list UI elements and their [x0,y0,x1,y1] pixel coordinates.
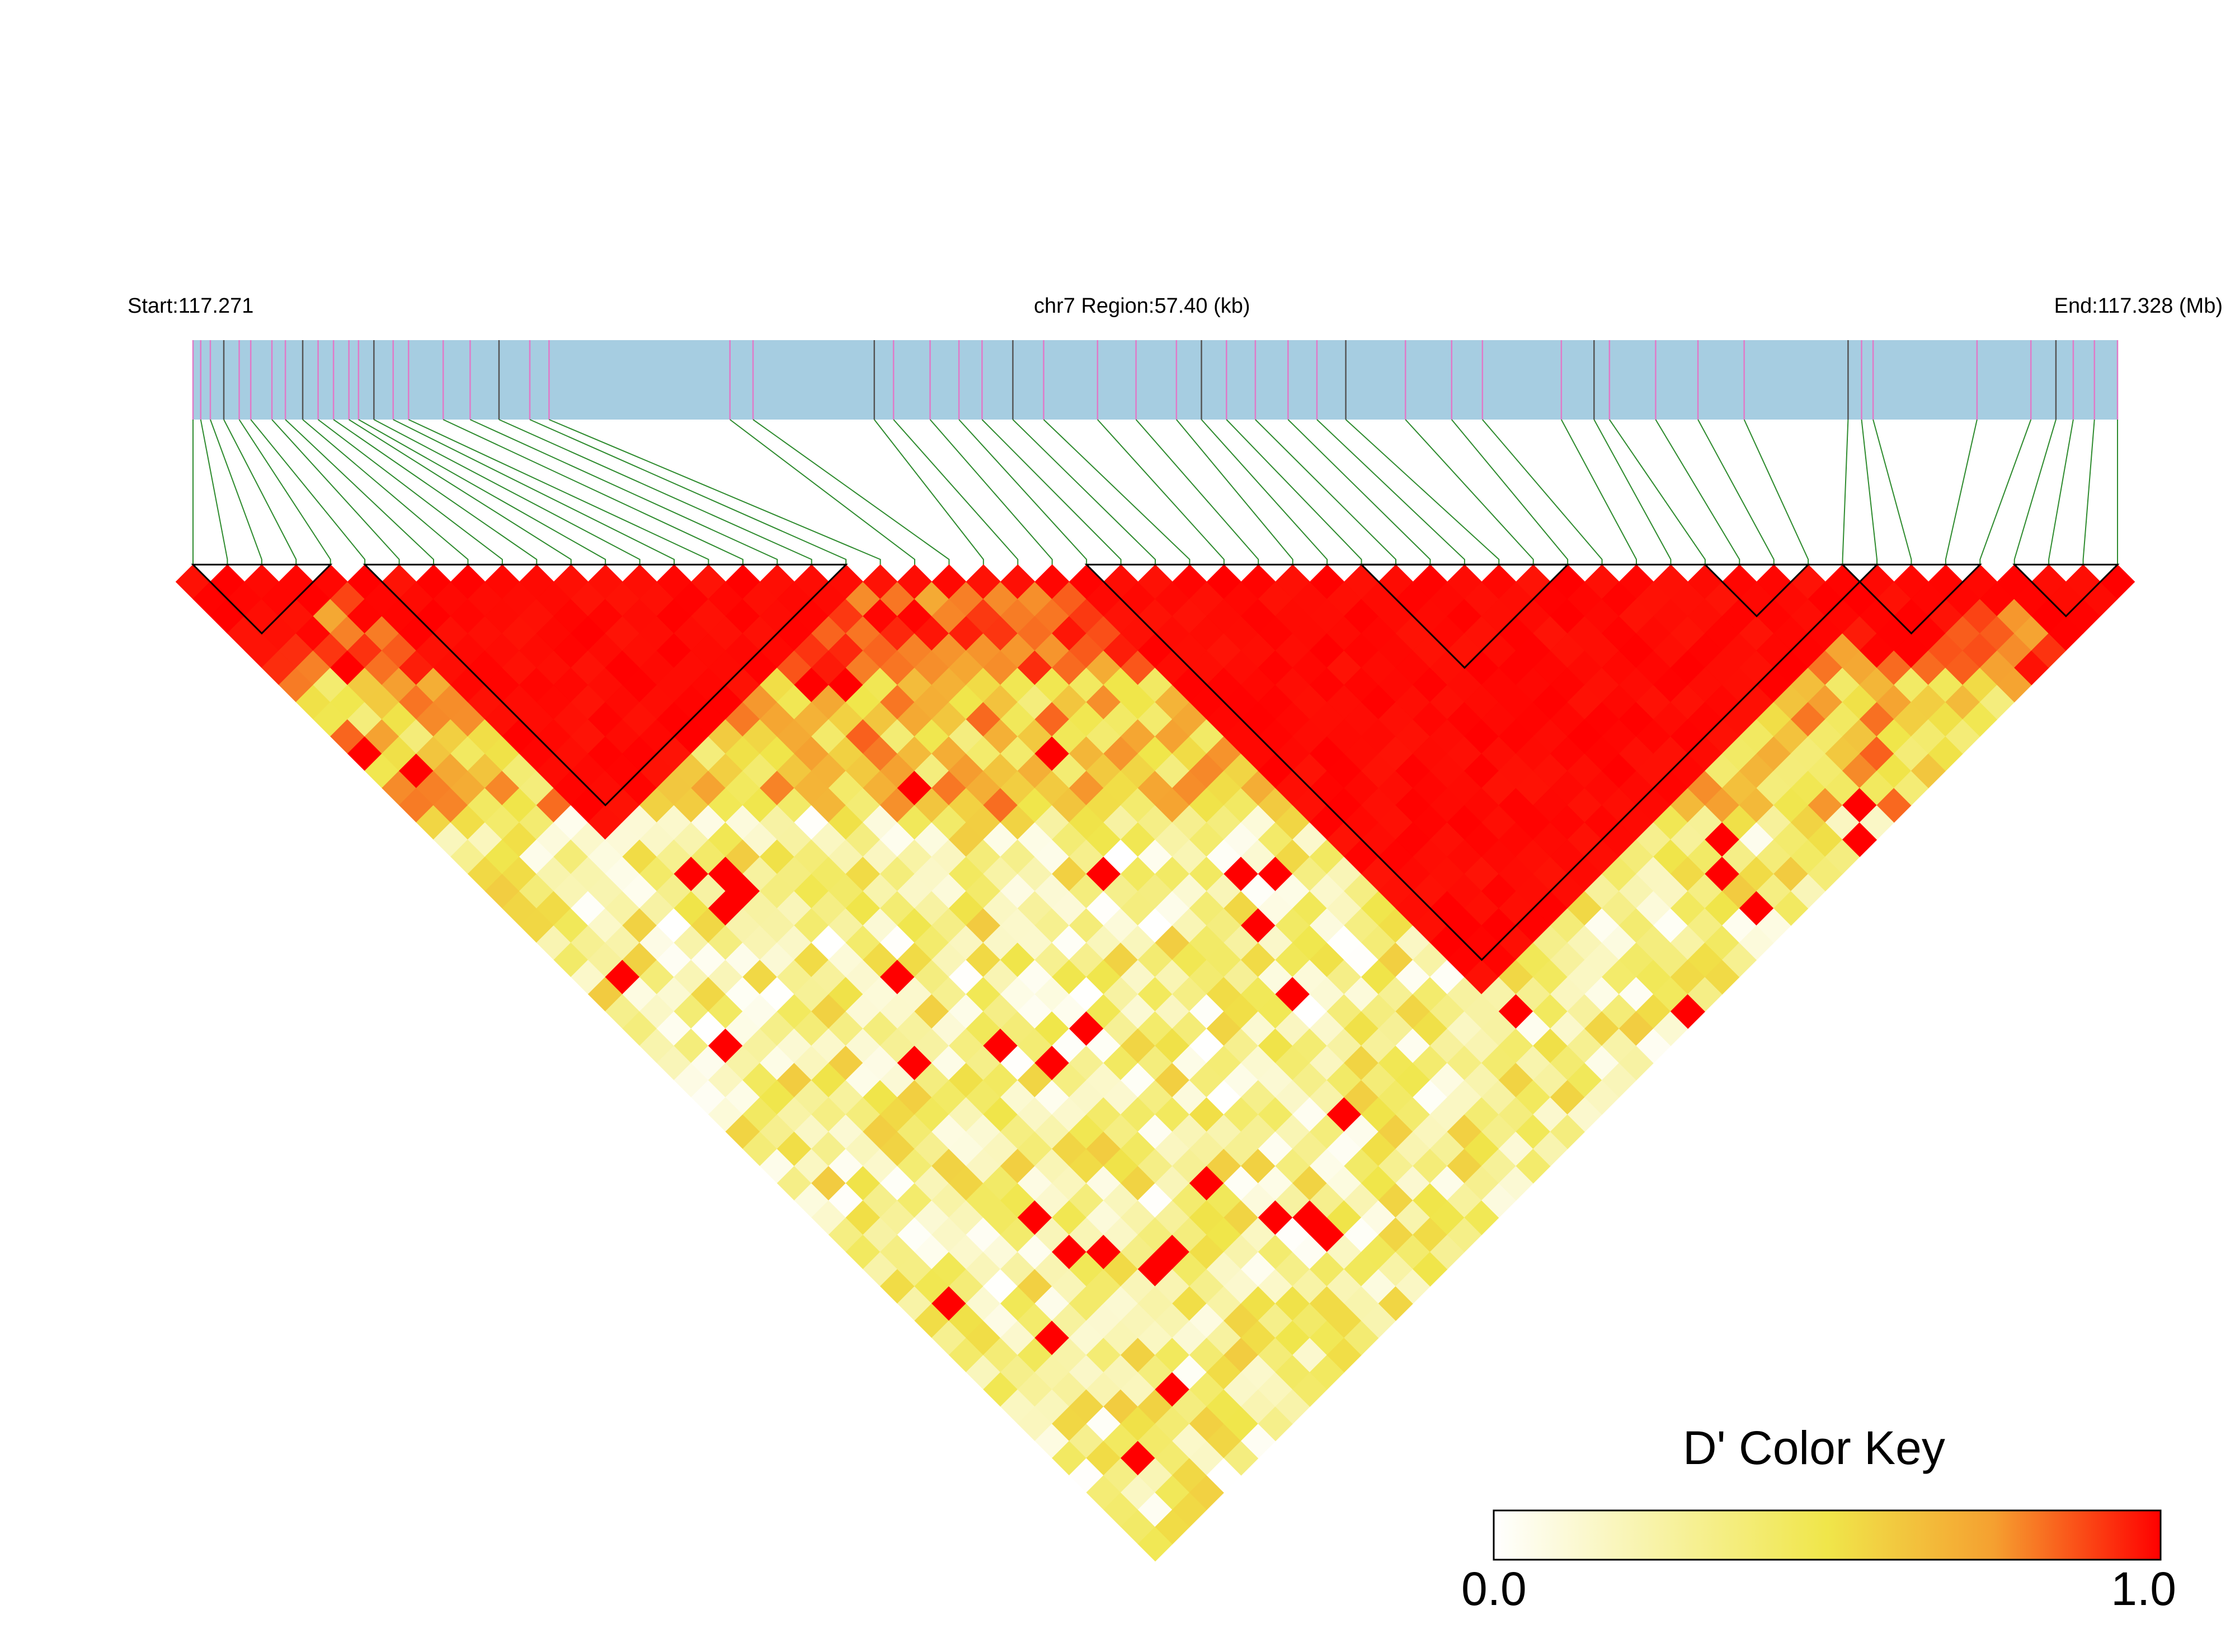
color-key-title: D' Color Key [1683,1422,1945,1474]
snp-connector [1226,419,1362,582]
snp-connector [1043,419,1191,582]
snp-connector [1842,419,1849,582]
snp-connector [1176,419,1293,582]
snp-connector [981,419,1122,582]
snp-connector [408,419,709,582]
snp-connector [271,419,400,582]
snp-connector [1945,419,1978,582]
ld-block-outline [1359,563,1570,669]
snp-connector [1345,419,1500,582]
snp-connector [958,419,1088,582]
snp-connector [373,419,641,582]
snp-connector [873,419,984,582]
snp-connector [1655,419,1740,582]
color-key-min-label: 0.0 [1461,1562,1527,1615]
snp-connector [1861,419,1878,582]
snp-connector [223,419,297,582]
region-label: chr7 Region:57.40 (kb) [1034,294,1250,318]
snp-connector [333,419,538,582]
snp-connector [443,419,744,582]
ld-heatmap [175,564,2135,1562]
snp-connector [1097,419,1225,582]
snp-connector [2013,419,2057,582]
ld-block-outline [1840,563,1982,635]
snp-connector [1697,419,1775,582]
snp-connector [200,419,228,582]
snp-connector [2048,419,2074,582]
snp-connector [1979,419,2032,582]
ld-block-outline [191,563,333,635]
snp-connector [752,419,950,582]
snp-connector [1405,419,1534,582]
snp-connector [285,419,434,582]
snp-ticks [192,340,2119,420]
ld-block-outline [363,563,848,807]
snp-track [193,340,2118,420]
color-key-max-label: 1.0 [2111,1562,2176,1615]
ld-block-outline [1703,563,1810,618]
snp-connector [529,419,847,582]
snp-connector [2082,419,2095,582]
snp-connector [250,419,366,582]
start-position-label: Start:117.271 [128,294,254,318]
color-key-bar [1493,1509,2162,1561]
snp-connector [1872,419,1912,582]
snp-connector [549,419,881,582]
snp-connector [929,419,1053,582]
snp-connector [1482,419,1603,582]
end-position-label: End:117.328 (Mb) [2054,294,2223,318]
ld-block-outlines [191,563,2120,961]
snp-connector-lines [192,419,2118,582]
ld-block-outline [2012,563,2120,618]
snp-connector [1201,419,1328,582]
snp-connector [1743,419,1809,582]
snp-connector [1593,419,1672,582]
snp-connector [1451,419,1569,582]
snp-connector [498,419,812,582]
snp-connector [730,419,915,582]
snp-connector [469,419,778,582]
snp-connector [1316,419,1465,582]
snp-connector [1560,419,1637,582]
snp-connector [1609,419,1706,582]
